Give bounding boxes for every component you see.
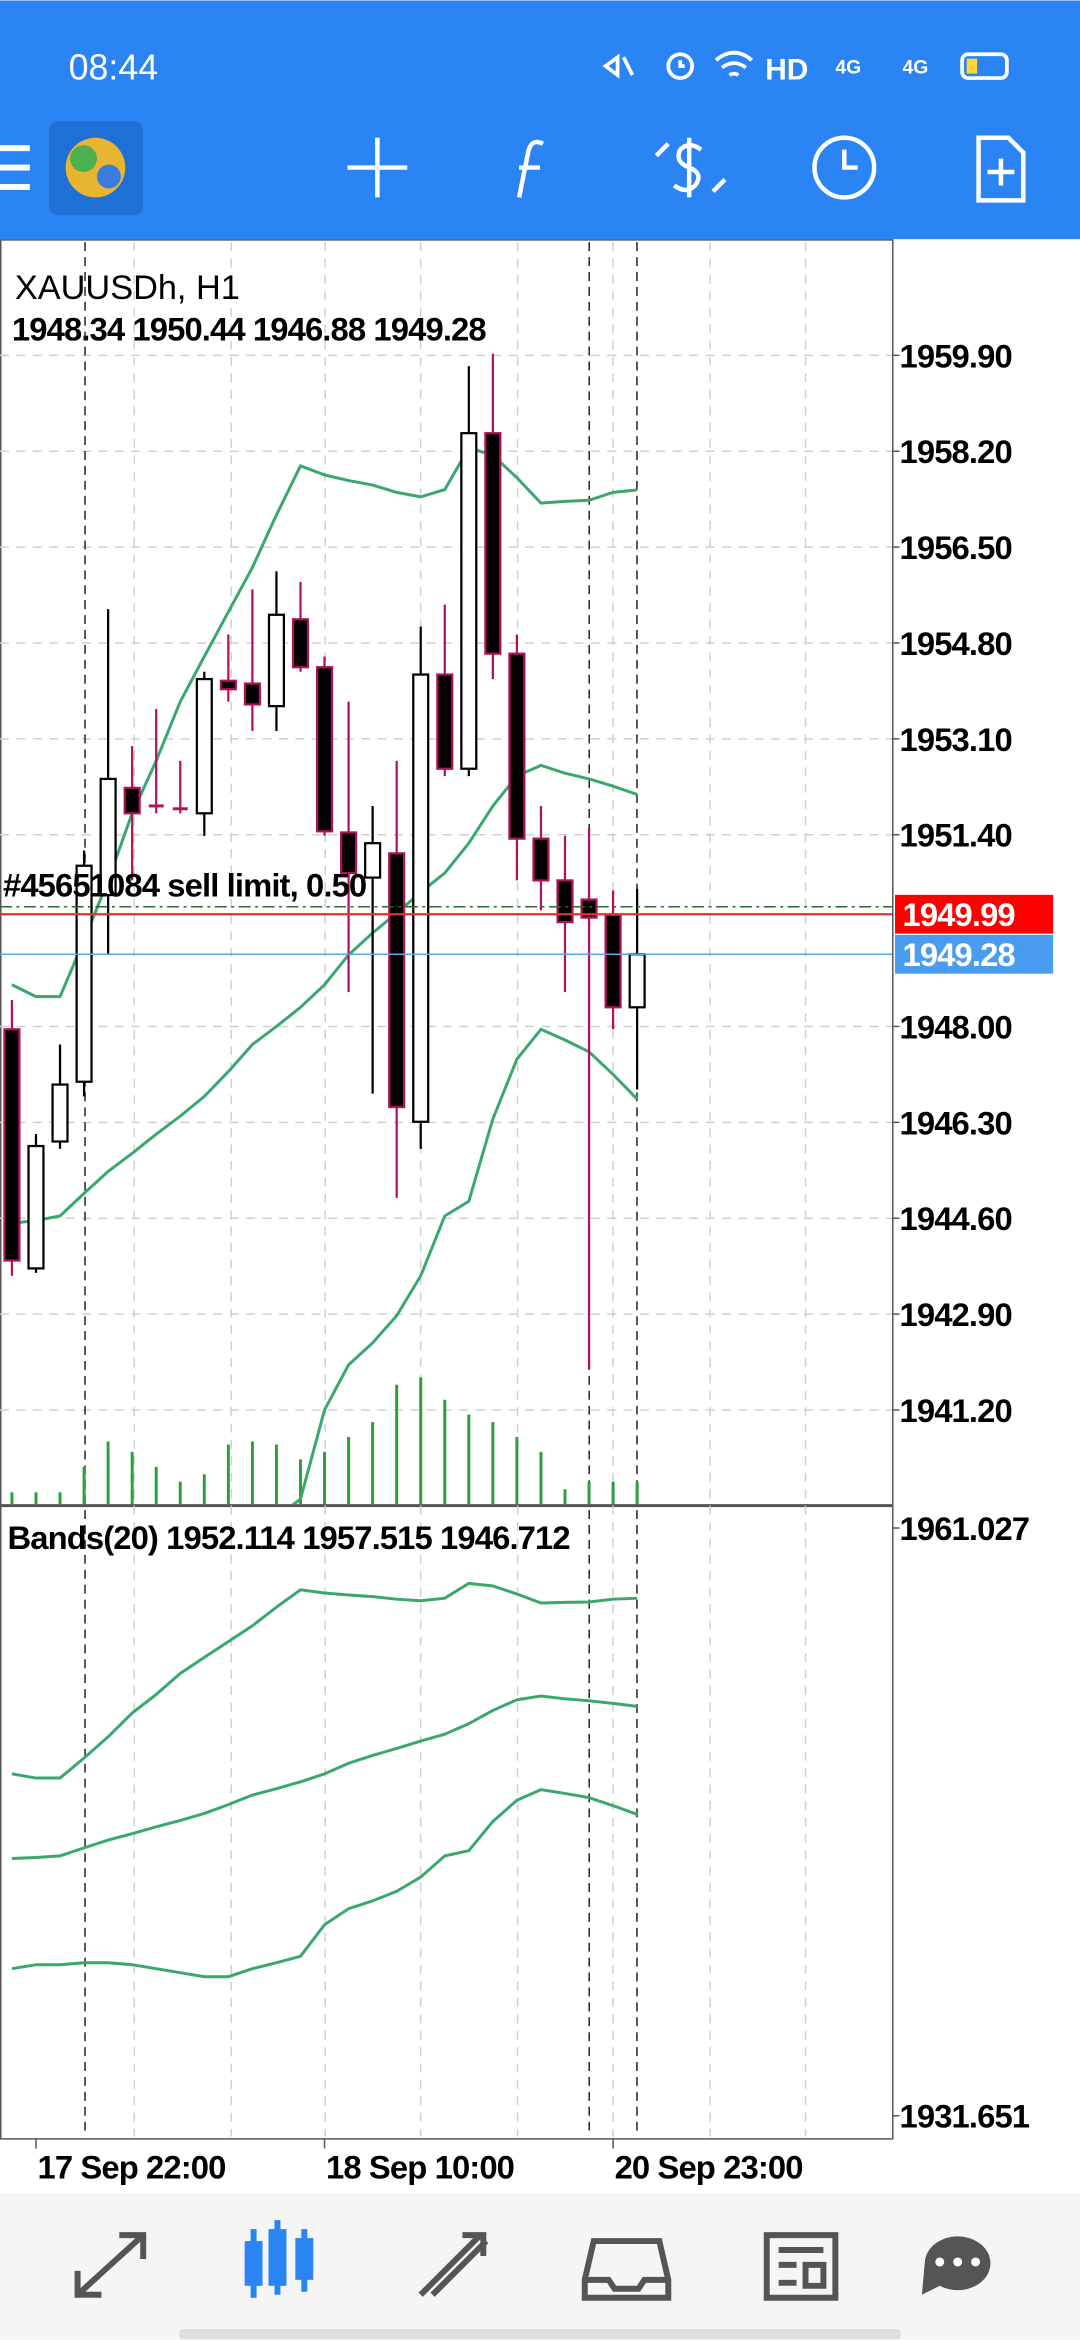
candle-body xyxy=(51,1083,69,1143)
app-bar xyxy=(0,0,1080,240)
candle-body xyxy=(315,666,334,833)
candle-body xyxy=(580,898,598,919)
y-tick-label: 1956.50 xyxy=(900,529,1012,566)
candle-body xyxy=(340,831,358,875)
chart-frame xyxy=(0,239,894,2140)
y-tick-label: 1931.651 xyxy=(900,2098,1030,2135)
y-tick-label: 1959.90 xyxy=(900,337,1012,374)
candle-body xyxy=(27,1144,45,1270)
order-label: #45651084 sell limit, 0.50 xyxy=(3,866,366,903)
candle-body xyxy=(556,879,574,924)
app-logo[interactable] xyxy=(49,121,144,216)
y-tick-label: 1942.90 xyxy=(900,1296,1012,1333)
y-tick-label: 1946.30 xyxy=(900,1104,1012,1141)
candle-body xyxy=(267,613,286,708)
bid-price-label: 1949.28 xyxy=(902,936,1015,973)
candle-body xyxy=(412,673,430,1123)
menu-button[interactable] xyxy=(0,145,30,190)
crosshair-button[interactable] xyxy=(347,137,408,198)
band-line xyxy=(291,1027,639,1505)
candle-body xyxy=(532,837,550,882)
band-line xyxy=(11,763,638,1225)
candle-body xyxy=(604,913,622,1009)
bid-price-box xyxy=(895,934,1054,974)
trade-button[interactable] xyxy=(654,137,727,198)
order-price-box xyxy=(895,894,1054,934)
nav-chart[interactable] xyxy=(244,2220,314,2298)
y-tick-label: 1958.20 xyxy=(900,433,1012,470)
bottom-nav xyxy=(0,2193,1080,2340)
status-network: 4G xyxy=(835,57,861,79)
x-tick-label: 18 Sep 10:00 xyxy=(326,2148,514,2185)
candle-body xyxy=(123,786,141,815)
band-line xyxy=(11,1581,638,1780)
status-network: HD xyxy=(765,54,808,87)
nav-messages[interactable] xyxy=(921,2236,991,2295)
y-tick-label: 1953.10 xyxy=(900,721,1012,758)
candle-body xyxy=(388,852,406,1109)
candle-body xyxy=(75,864,93,1083)
indicator-plot xyxy=(11,1581,638,1979)
status-time: 08:44 xyxy=(69,48,159,88)
y-tick-label: 1954.80 xyxy=(900,625,1012,662)
new-chart-button[interactable] xyxy=(976,135,1026,203)
y-tick-label: 1948.00 xyxy=(900,1008,1012,1045)
candle-body xyxy=(460,432,478,770)
nav-trade[interactable] xyxy=(418,2232,489,2297)
nav-quotes[interactable] xyxy=(74,2232,147,2298)
y-tick-label: 1944.60 xyxy=(900,1200,1012,1237)
candle-body xyxy=(364,842,382,879)
ohlc-label: 1948.34 1950.44 1946.88 1949.28 xyxy=(12,311,486,348)
symbol-label: XAUUSDh, H1 xyxy=(15,269,240,307)
main-plot xyxy=(3,353,646,1505)
candle-body xyxy=(291,618,310,669)
status-network: 4G xyxy=(902,57,928,79)
candle-body xyxy=(99,777,117,897)
y-tick-label: 1961.027 xyxy=(900,1510,1030,1547)
gesture-bar xyxy=(179,2329,901,2340)
y-tick-label: 1941.20 xyxy=(900,1392,1012,1429)
nav-history[interactable] xyxy=(581,2238,672,2301)
x-tick-label: 20 Sep 23:00 xyxy=(615,2148,803,2185)
candle-body xyxy=(484,432,502,655)
indicator-label: Bands(20) 1952.114 1957.515 1946.712 xyxy=(7,1519,569,1556)
order-price-label: 1949.99 xyxy=(902,896,1015,933)
candle-body xyxy=(436,673,454,770)
indicators-button[interactable] xyxy=(516,139,544,198)
candle-body xyxy=(195,677,213,815)
y-tick-label: 1951.40 xyxy=(900,817,1012,854)
candle-body xyxy=(508,652,526,840)
vertical-grid xyxy=(133,242,807,2137)
band-line xyxy=(11,1694,638,1860)
candle-body xyxy=(628,953,646,1009)
x-tick-label: 17 Sep 22:00 xyxy=(37,2148,225,2185)
band-line xyxy=(11,1788,638,1979)
candle-body xyxy=(3,1028,21,1262)
nav-news[interactable] xyxy=(763,2232,839,2301)
period-button[interactable] xyxy=(812,135,877,200)
candle-body xyxy=(243,682,261,706)
candle-body xyxy=(219,679,237,691)
status-icons xyxy=(602,50,1009,80)
